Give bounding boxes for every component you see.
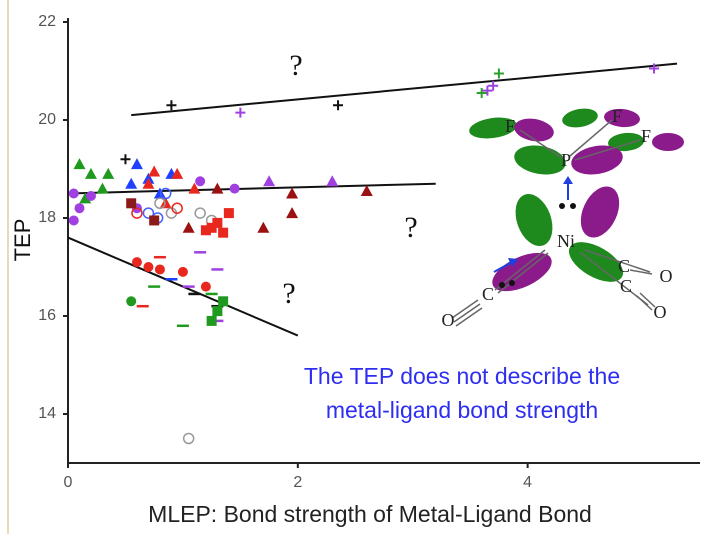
point bbox=[96, 183, 108, 194]
annotation: ? bbox=[282, 277, 295, 310]
y-tick-label: 22 bbox=[38, 13, 56, 30]
point bbox=[102, 168, 114, 179]
atom-label: C bbox=[482, 284, 494, 304]
point bbox=[131, 158, 143, 169]
atom-label: F bbox=[641, 126, 651, 146]
point bbox=[494, 68, 504, 78]
point bbox=[361, 185, 373, 196]
point bbox=[155, 264, 165, 274]
point bbox=[286, 207, 298, 218]
point bbox=[257, 222, 269, 233]
x-tick-label: 2 bbox=[293, 474, 302, 491]
atom-label: O bbox=[660, 266, 673, 286]
point bbox=[333, 100, 343, 110]
lobe bbox=[487, 245, 558, 299]
point bbox=[235, 108, 245, 118]
point bbox=[126, 198, 136, 208]
point bbox=[263, 175, 275, 186]
trend-line bbox=[68, 184, 436, 194]
atom-label: C bbox=[618, 256, 630, 276]
point bbox=[178, 267, 188, 277]
chart: TEP MLEP: Bond strength of Metal-Ligand … bbox=[0, 0, 701, 534]
atom-label: Ni bbox=[557, 231, 575, 251]
point bbox=[148, 165, 160, 176]
point bbox=[85, 168, 97, 179]
point bbox=[132, 257, 142, 267]
point bbox=[230, 184, 240, 194]
point bbox=[207, 316, 217, 326]
y-tick-label: 16 bbox=[38, 307, 56, 324]
y-tick-label: 18 bbox=[38, 209, 56, 226]
point bbox=[69, 189, 79, 199]
lobe bbox=[561, 106, 600, 130]
trend-line bbox=[131, 64, 677, 115]
point bbox=[218, 228, 228, 238]
point bbox=[201, 282, 211, 292]
point bbox=[224, 208, 234, 218]
point bbox=[74, 203, 84, 213]
point bbox=[149, 215, 159, 225]
point bbox=[126, 296, 136, 306]
atom-label: F bbox=[612, 106, 622, 126]
annotation: ? bbox=[289, 49, 302, 82]
point bbox=[166, 100, 176, 110]
atom-label: O bbox=[442, 310, 455, 330]
caption: metal-ligand bond strength bbox=[326, 397, 598, 423]
point bbox=[195, 176, 205, 186]
point bbox=[184, 434, 194, 444]
point bbox=[212, 306, 222, 316]
point bbox=[211, 183, 223, 194]
x-axis-label: MLEP: Bond strength of Metal-Ligand Bond bbox=[148, 501, 592, 527]
x-tick-label: 4 bbox=[523, 474, 532, 491]
lobe bbox=[573, 180, 627, 243]
lobe bbox=[509, 189, 559, 251]
y-axis-label: TEP bbox=[10, 219, 35, 262]
point bbox=[143, 262, 153, 272]
point bbox=[482, 86, 492, 96]
point bbox=[207, 223, 217, 233]
point bbox=[86, 191, 96, 201]
point bbox=[218, 296, 228, 306]
annotation: ? bbox=[404, 211, 417, 244]
point bbox=[195, 208, 205, 218]
y-tick-label: 20 bbox=[38, 111, 56, 128]
point bbox=[120, 154, 130, 164]
atom-label: F bbox=[505, 116, 515, 136]
lobe bbox=[652, 133, 684, 151]
lobe bbox=[512, 142, 568, 179]
point bbox=[183, 222, 195, 233]
atom-label: P bbox=[561, 150, 571, 170]
point bbox=[125, 178, 137, 189]
point bbox=[326, 175, 338, 186]
inset-diagram: F F F P Ni C O C O C O bbox=[442, 106, 685, 330]
caption: The TEP does not describe the bbox=[304, 363, 620, 389]
atom-label: O bbox=[654, 302, 667, 322]
point bbox=[73, 158, 85, 169]
y-tick-label: 14 bbox=[38, 405, 56, 422]
point bbox=[286, 188, 298, 199]
point bbox=[69, 215, 79, 225]
point bbox=[477, 88, 487, 98]
x-tick-label: 0 bbox=[64, 474, 73, 491]
atom-label: C bbox=[620, 276, 632, 296]
